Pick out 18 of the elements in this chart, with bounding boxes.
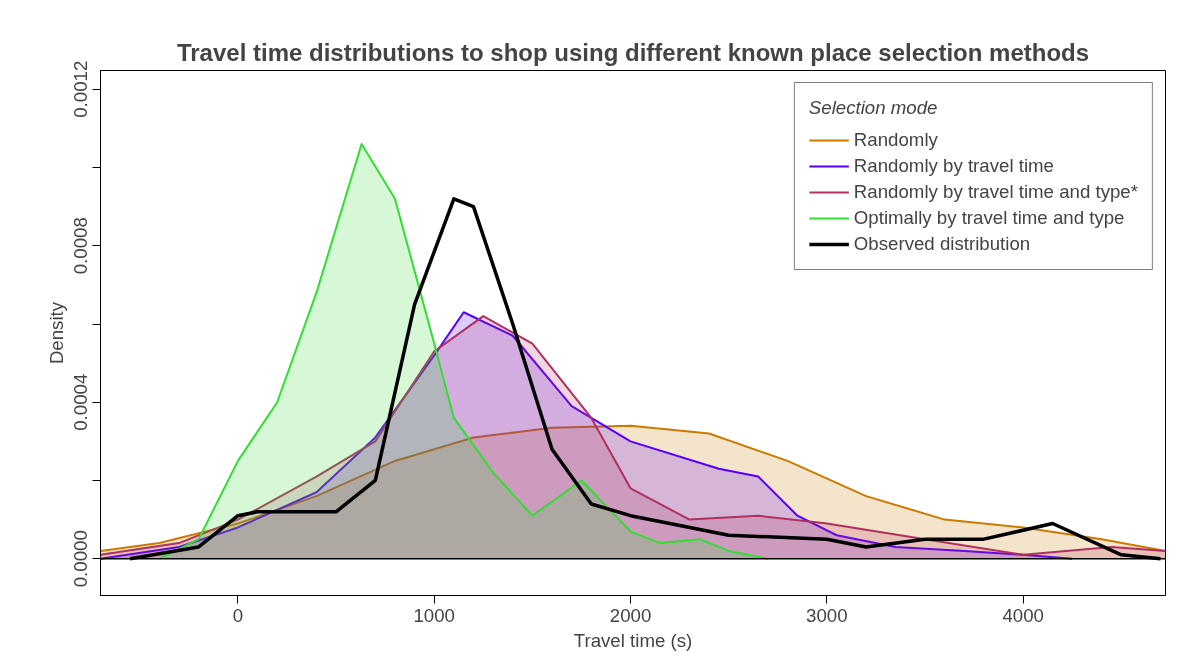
y-tick-label: 0.0012 xyxy=(70,60,92,118)
x-tick-label: 1000 xyxy=(413,604,455,626)
legend-label: Optimally by travel time and type xyxy=(853,207,1125,229)
y-tick-label: 0.0004 xyxy=(70,373,92,431)
x-axis-title: Travel time (s) xyxy=(573,629,693,651)
legend-label: Observed distribution xyxy=(853,233,1031,255)
x-tick-label: 4000 xyxy=(1002,604,1044,626)
legend-title: Selection mode xyxy=(808,97,939,119)
x-tick-label: 2000 xyxy=(609,604,652,626)
x-tick-label: 3000 xyxy=(806,604,848,626)
legend-label: Randomly by travel time and type* xyxy=(853,181,1138,203)
chart-title: Travel time distributions to shop using different known place selection methods xyxy=(176,38,1090,66)
legend-label: Randomly by travel time xyxy=(853,155,1054,177)
y-axis-title: Density xyxy=(45,301,67,365)
legend-label: Randomly xyxy=(853,129,938,151)
y-tick-label: 0.0000 xyxy=(70,530,92,588)
y-tick-label: 0.0008 xyxy=(70,217,92,275)
x-tick-label: 0 xyxy=(232,604,244,626)
